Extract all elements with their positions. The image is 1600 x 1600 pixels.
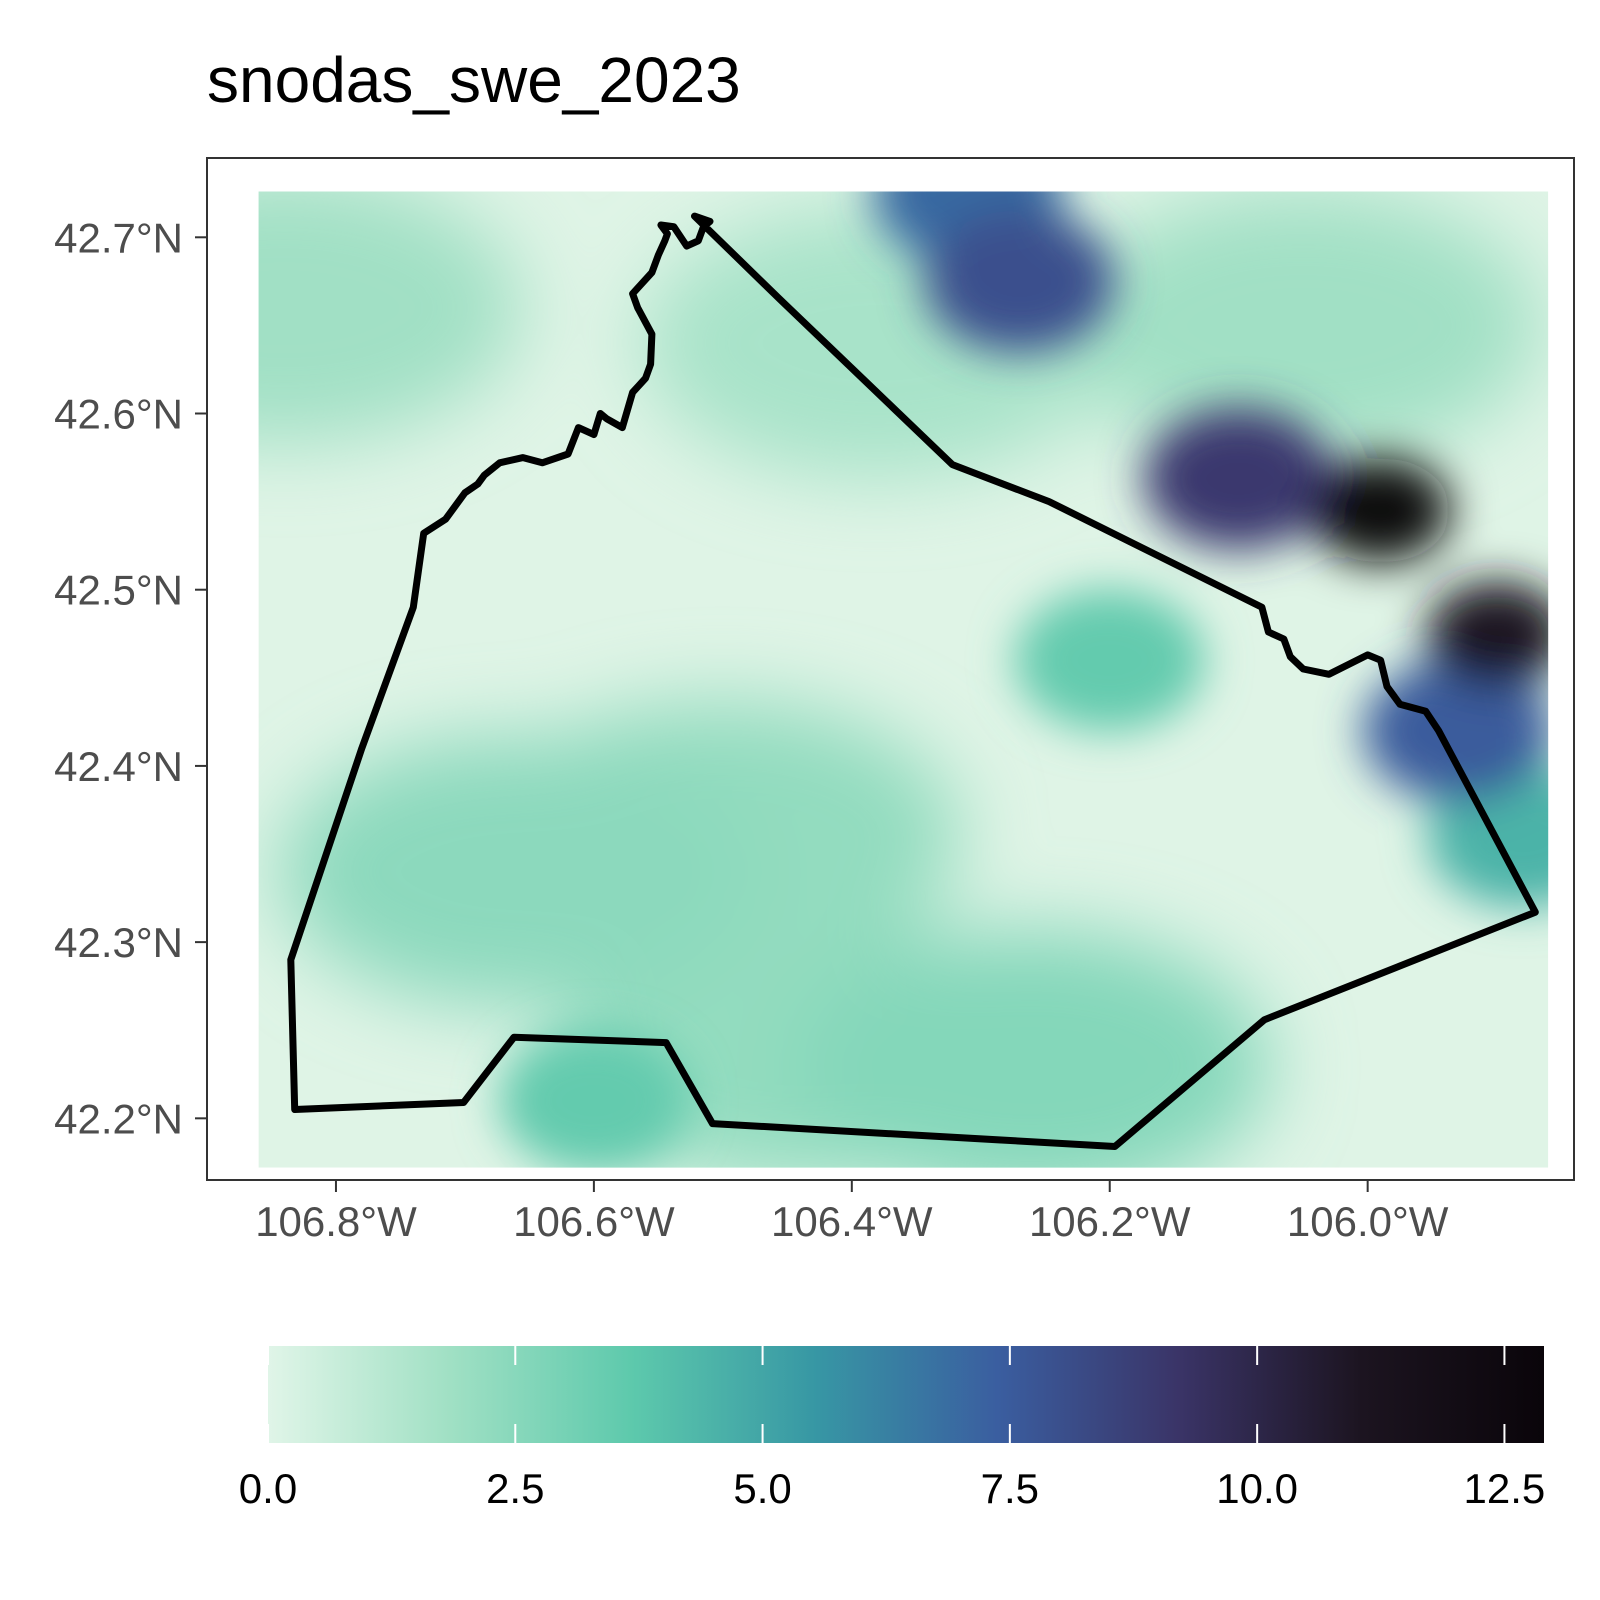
x-tick-label: 106.8°W [255,1198,417,1245]
swe-cell-6 [794,929,1271,1168]
y-tick-label: 42.2°N [54,1095,183,1142]
y-tick-label: 42.5°N [54,567,183,614]
swe-cell-1 [258,191,523,444]
map-title: snodas_swe_2023 [207,44,741,116]
colorbar-tick-label: 5.0 [733,1465,791,1512]
swe-cell-11 [1362,659,1549,802]
y-axis: 42.7°N 42.6°N 42.5°N 42.4°N 42.3°N 42.2°N [54,214,207,1142]
x-tick-label: 106.2°W [1029,1198,1191,1245]
y-tick-label: 42.4°N [54,743,183,790]
colorbar-tick-label: 12.5 [1464,1465,1546,1512]
swe-raster [258,191,1549,1168]
swe-cell-14 [1426,581,1549,687]
y-tick-label: 42.6°N [54,391,183,438]
colorbar-tick-label: 0.0 [239,1465,297,1512]
x-tick-label: 106.6°W [513,1198,675,1245]
swe-cell-15 [1310,457,1451,563]
colorbar-tick-label: 7.5 [981,1465,1039,1512]
colorbar [268,1346,1544,1443]
x-tick-label: 106.4°W [771,1198,933,1245]
x-tick-label: 106.0°W [1287,1198,1449,1245]
colorbar-ticks: 0.0 2.5 5.0 7.5 10.0 12.5 [239,1346,1546,1512]
colorbar-tick-label: 10.0 [1216,1465,1298,1512]
x-axis: 106.8°W 106.6°W 106.4°W 106.2°W 106.0°W [255,1180,1449,1245]
swe-cell-12 [924,210,1115,353]
panel-border [206,157,1575,1181]
swe-cell-5 [278,735,755,1008]
swe-cell-8 [498,1029,689,1168]
swe-cell-7 [1014,588,1205,732]
boundary-outline [287,212,1539,1150]
y-tick-label: 42.3°N [54,919,183,966]
y-tick-label: 42.7°N [54,214,183,261]
swe-cell-13 [1143,407,1334,550]
colorbar-tick-label: 2.5 [486,1465,544,1512]
swe-cell-2 [1065,191,1542,462]
